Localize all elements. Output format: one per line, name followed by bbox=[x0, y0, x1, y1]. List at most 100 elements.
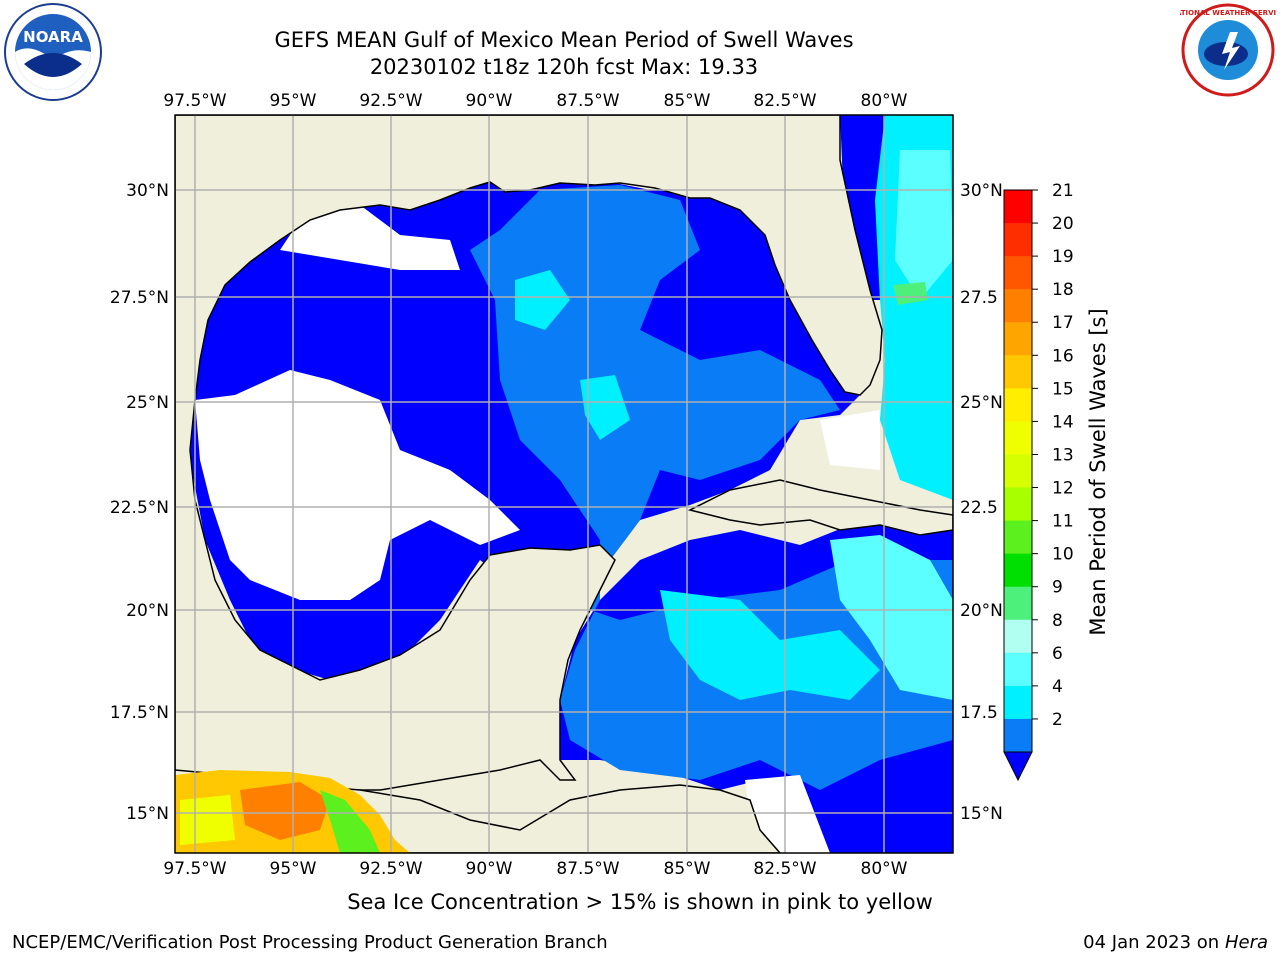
colorbar-extend bbox=[1003, 751, 1033, 782]
colorbar-segment bbox=[1004, 652, 1032, 687]
missing-data-west bbox=[195, 370, 520, 600]
noaa-logo: NOARA bbox=[4, 3, 102, 101]
map-frame bbox=[174, 114, 954, 854]
colorbar-tick-label: 18 bbox=[1052, 280, 1074, 300]
colorbar-tick-label: 17 bbox=[1052, 313, 1074, 333]
colorbar-segment bbox=[1004, 388, 1032, 422]
colorbar-tick-label: 2 bbox=[1052, 710, 1063, 730]
colorbar-tick-label: 14 bbox=[1052, 412, 1074, 432]
lat-label: 27.5°N bbox=[110, 288, 169, 308]
atlantic-green-patch bbox=[893, 282, 928, 305]
lon-labels-top: 97.5°W 95°W 92.5°W 90°W 87.5°W 85°W 82.5… bbox=[163, 91, 907, 111]
land-north-america bbox=[175, 115, 883, 791]
lon-label: 95°W bbox=[270, 91, 317, 111]
colorbar-tick-label: 9 bbox=[1052, 578, 1063, 598]
colorbar-tick-label: 4 bbox=[1052, 677, 1063, 697]
lat-labels-left: 30°N 27.5°N 25°N 22.5°N 20°N 17.5°N 15°N bbox=[110, 181, 169, 824]
colorbar-segment bbox=[1004, 355, 1032, 389]
swell-patch-gulf bbox=[515, 270, 570, 330]
lon-labels-bottom: 97.5°W 95°W 92.5°W 90°W 87.5°W 85°W 82.5… bbox=[163, 859, 907, 879]
lon-label: 90°W bbox=[466, 859, 513, 879]
colorbar-segment bbox=[1004, 421, 1032, 455]
lat-label: 17.5 bbox=[960, 703, 998, 723]
colorbar: 21 20 19 18 17 16 15 14 13 12 11 10 9 8 6 4 2 bbox=[1003, 181, 1074, 782]
lon-label: 95°W bbox=[270, 859, 317, 879]
gridlines bbox=[175, 115, 953, 853]
lon-label: 82.5°W bbox=[753, 859, 816, 879]
lon-label: 97.5°W bbox=[163, 859, 226, 879]
map-canvas bbox=[175, 115, 953, 853]
noaa-logo-text: NOARA bbox=[23, 28, 83, 46]
lat-label: 25°N bbox=[960, 393, 1003, 413]
lat-label: 15°N bbox=[126, 804, 169, 824]
colorbar-segment bbox=[1004, 322, 1032, 356]
lat-label: 22.5 bbox=[960, 498, 998, 518]
colorbar-segment bbox=[1004, 454, 1032, 489]
credit-branch: NCEP/EMC/Verification Post Processing Pr… bbox=[12, 932, 608, 953]
lon-label: 80°W bbox=[861, 859, 908, 879]
colorbar-segment bbox=[1004, 586, 1032, 621]
map-subtitle: 20230102 t18z 120h fcst Max: 19.33 bbox=[369, 55, 759, 79]
lat-label: 30°N bbox=[960, 181, 1003, 201]
colorbar-segment bbox=[1004, 190, 1032, 224]
colorbar-frame bbox=[1003, 189, 1033, 753]
missing-data-honduras bbox=[745, 775, 830, 853]
lat-label: 20°N bbox=[960, 601, 1003, 621]
colorbar-tick-label: 11 bbox=[1052, 512, 1074, 532]
map-title: GEFS MEAN Gulf of Mexico Mean Period of … bbox=[274, 28, 854, 52]
lon-label: 97.5°W bbox=[163, 91, 226, 111]
credit-date: 04 Jan 2023 on Hera bbox=[1083, 932, 1268, 953]
lat-label: 30°N bbox=[126, 181, 169, 201]
colorbar-tick-label: 12 bbox=[1052, 479, 1074, 499]
lon-label: 85°W bbox=[664, 859, 711, 879]
lon-label: 92.5°W bbox=[359, 91, 422, 111]
colorbar-tick-label: 8 bbox=[1052, 611, 1063, 631]
nws-logo-text: NATIONAL WEATHER SERVICE bbox=[1180, 9, 1276, 17]
lon-label: 82.5°W bbox=[753, 91, 816, 111]
atlantic-light bbox=[895, 150, 953, 300]
colorbar-tick-label: 19 bbox=[1052, 247, 1074, 267]
lat-label: 15°N bbox=[960, 804, 1003, 824]
swell-patch-center bbox=[580, 375, 630, 440]
colorbar-tick-label: 20 bbox=[1052, 214, 1074, 234]
colorbar-segment bbox=[1004, 553, 1032, 588]
lon-label: 90°W bbox=[466, 91, 513, 111]
colorbar-segment bbox=[1004, 718, 1032, 753]
lon-label: 87.5°W bbox=[556, 91, 619, 111]
lon-label: 80°W bbox=[861, 91, 908, 111]
colorbar-segment bbox=[1004, 487, 1032, 522]
missing-data-north bbox=[280, 205, 460, 270]
sea-ice-yellow bbox=[180, 795, 235, 845]
swell-tongue-light bbox=[660, 590, 880, 700]
lon-label: 92.5°W bbox=[359, 859, 422, 879]
colorbar-tick-label: 10 bbox=[1052, 545, 1074, 565]
sea-ice-orange bbox=[240, 782, 330, 840]
lon-label: 87.5°W bbox=[556, 859, 619, 879]
sea-ice-note: Sea Ice Concentration > 15% is shown in … bbox=[347, 890, 933, 914]
colorbar-tick-label: 21 bbox=[1052, 181, 1074, 201]
missing-data-florida-keys bbox=[820, 410, 880, 470]
lat-label: 17.5°N bbox=[110, 703, 169, 723]
colorbar-label: Mean Period of Swell Waves [s] bbox=[1086, 308, 1110, 635]
colorbar-segment bbox=[1004, 520, 1032, 555]
colorbar-tick-label: 13 bbox=[1052, 445, 1074, 465]
sea-ice-green bbox=[320, 790, 380, 853]
colorbar-tick-label: 15 bbox=[1052, 379, 1074, 399]
credit-date-text: 04 Jan 2023 on bbox=[1083, 932, 1225, 953]
colorbar-segment bbox=[1004, 223, 1032, 257]
swell-patch-east bbox=[830, 535, 953, 700]
lat-label: 20°N bbox=[126, 601, 169, 621]
colorbar-segment bbox=[1004, 619, 1032, 654]
colorbar-tick-label: 16 bbox=[1052, 346, 1074, 366]
lat-labels-right: 30°N 27.5 25°N 22.5 20°N 17.5 15°N bbox=[960, 181, 1003, 824]
nws-logo: NATIONAL WEATHER SERVICE bbox=[1180, 3, 1276, 97]
credit-host: Hera bbox=[1224, 932, 1268, 953]
lat-label: 22.5°N bbox=[110, 498, 169, 518]
colorbar-segment bbox=[1004, 256, 1032, 290]
colorbar-tick-label: 6 bbox=[1052, 644, 1063, 664]
lat-label: 25°N bbox=[126, 393, 169, 413]
colorbar-segment bbox=[1004, 289, 1032, 323]
colorbar-segment bbox=[1004, 685, 1032, 720]
lat-label: 27.5 bbox=[960, 288, 998, 308]
